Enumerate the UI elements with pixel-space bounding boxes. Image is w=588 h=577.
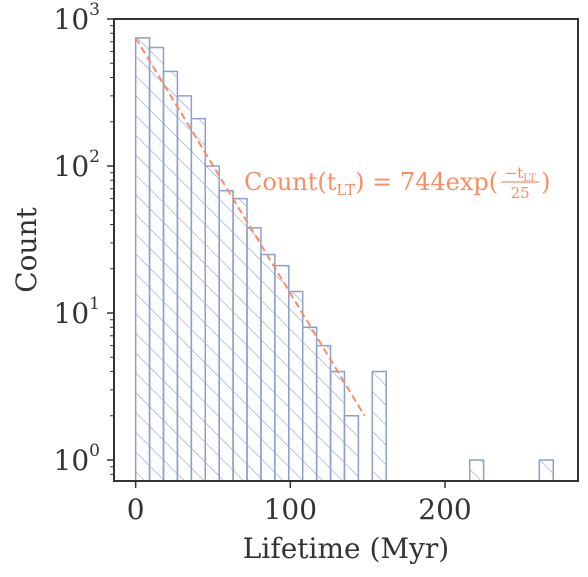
histogram-bar (134, 37, 151, 482)
fit-equation-fraction: −tLT 25 (501, 164, 540, 202)
histogram-bar (288, 290, 304, 482)
fit-label-numerator-text: −t (505, 164, 524, 182)
y-tick-label: 100 (54, 441, 100, 477)
histogram-bar (343, 415, 360, 482)
histogram-bar (190, 117, 207, 482)
histogram-bar (468, 459, 485, 482)
histogram-bar (204, 165, 220, 482)
histogram-bar (274, 264, 290, 482)
fit-equation-label: Count(tLT) = 744exp( (244, 168, 498, 199)
y-tick-label: 103 (54, 0, 100, 36)
histogram-bar (329, 370, 346, 482)
histogram-bar (260, 253, 276, 482)
histogram-bar (176, 95, 193, 482)
x-tick-label: 200 (418, 493, 471, 526)
fit-label-numerator-subscript: LT (523, 173, 536, 184)
histogram-bars (134, 37, 555, 482)
y-tick-label: 101 (54, 294, 100, 330)
histogram-bar (301, 326, 318, 482)
histogram-bar (371, 370, 387, 482)
histogram-bar (148, 46, 165, 482)
y-axis-ticks: 100 101 102 103 (54, 0, 114, 477)
histogram-bar (162, 70, 179, 482)
fit-label-suffix: ) (541, 168, 550, 196)
x-axis-ticks: 0 100 200 (127, 481, 472, 526)
histogram-bar (218, 189, 234, 482)
fit-label-subscript: LT (336, 181, 355, 199)
x-tick-label: 100 (264, 493, 317, 526)
fit-label-denominator: 25 (511, 184, 530, 202)
histogram-bar (246, 227, 262, 482)
histogram-bar (232, 197, 248, 482)
fit-label-middle: ) = 744exp( (355, 168, 498, 196)
fit-label-prefix: Count(t (244, 168, 337, 196)
y-axis-label: Count (10, 206, 43, 292)
fit-line (134, 37, 366, 417)
plot-frame (113, 18, 579, 482)
fit-curve (134, 37, 366, 417)
fit-label-numerator: −tLT (505, 164, 536, 184)
histogram-bar (315, 344, 332, 482)
histogram-bar (538, 459, 555, 482)
x-tick-label: 0 (127, 493, 145, 526)
y-tick-label: 102 (54, 147, 100, 183)
x-axis-label: Lifetime (Myr) (243, 532, 449, 565)
